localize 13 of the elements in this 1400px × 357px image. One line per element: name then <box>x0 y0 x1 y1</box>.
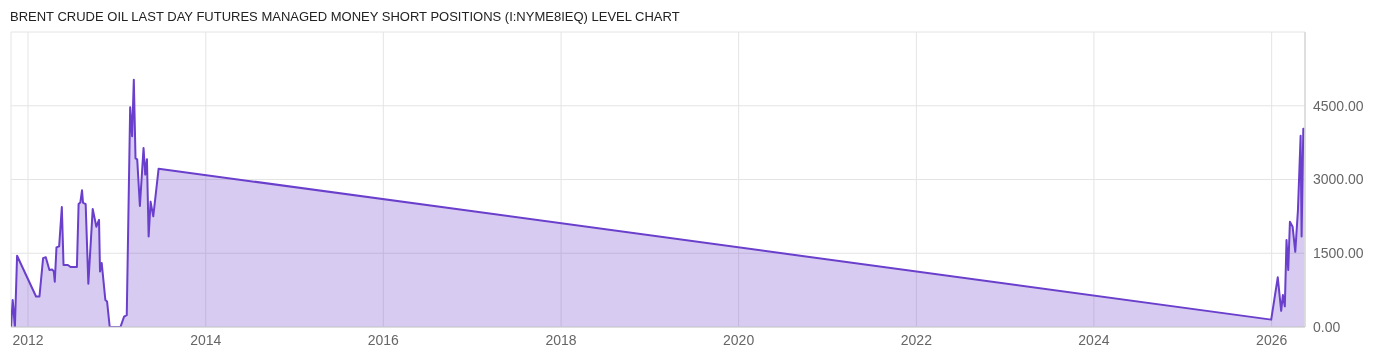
y-tick-label: 0.00 <box>1313 318 1341 335</box>
y-tick-label: 4500.00 <box>1313 97 1364 114</box>
y-tick-label: 3000.00 <box>1313 171 1364 188</box>
x-tick-label: 2022 <box>900 331 933 348</box>
x-tick-label: 2018 <box>545 331 577 348</box>
y-tick-label: 1500.00 <box>1313 245 1364 262</box>
chart-title: BRENT CRUDE OIL LAST DAY FUTURES MANAGED MONEY SHORT POSITIONS (I:NYME8IEQ) LEVEL CHART <box>9 8 681 26</box>
x-tick-label: 2014 <box>190 331 222 348</box>
x-tick-label: 2020 <box>723 331 755 348</box>
x-tick-label: 2016 <box>367 331 400 348</box>
x-tick-label: 2012 <box>12 331 44 348</box>
x-tick-label: 2024 <box>1078 331 1110 348</box>
x-tick-label: 2026 <box>1256 331 1288 348</box>
